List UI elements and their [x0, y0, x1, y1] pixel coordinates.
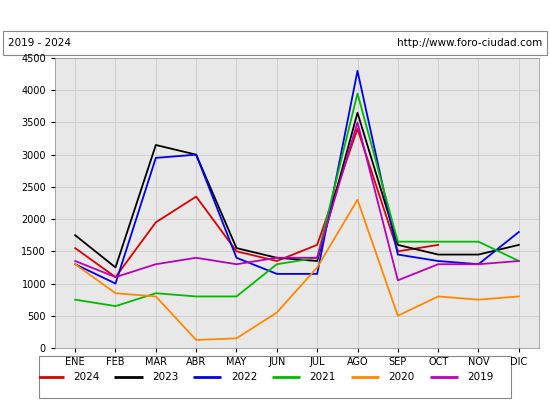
Text: http://www.foro-ciudad.com: http://www.foro-ciudad.com [397, 38, 542, 48]
FancyBboxPatch shape [3, 31, 547, 55]
Text: Evolucion Nº Turistas Nacionales en el municipio de Alcántara: Evolucion Nº Turistas Nacionales en el m… [43, 8, 507, 22]
Text: 2023: 2023 [152, 372, 178, 382]
FancyBboxPatch shape [39, 356, 512, 398]
Text: 2019: 2019 [468, 372, 494, 382]
Text: 2022: 2022 [231, 372, 257, 382]
Text: 2024: 2024 [73, 372, 100, 382]
Text: 2021: 2021 [310, 372, 336, 382]
Text: 2020: 2020 [388, 372, 415, 382]
Text: 2019 - 2024: 2019 - 2024 [8, 38, 72, 48]
